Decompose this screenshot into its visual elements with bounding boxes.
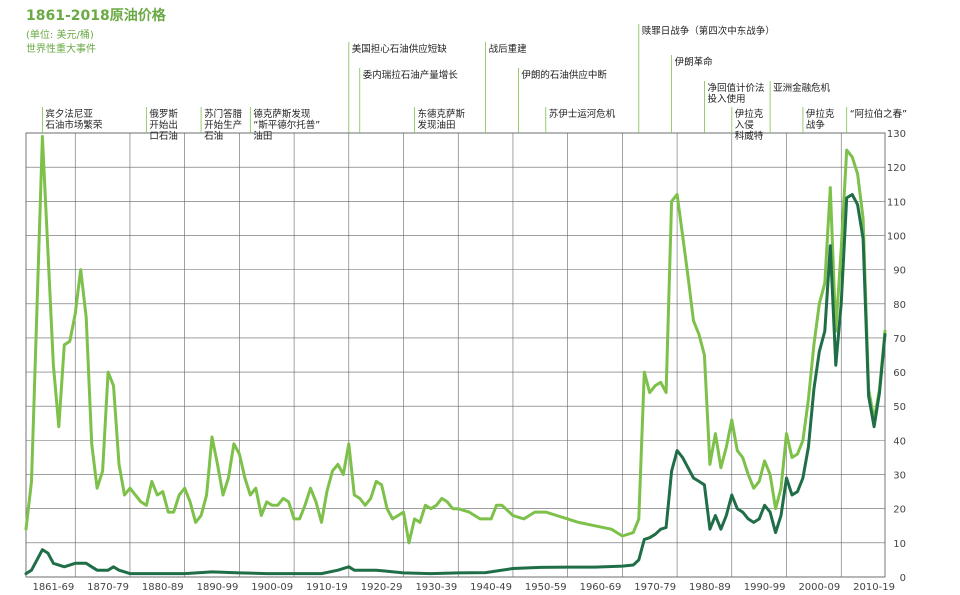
chart-title: 1861-2018原油价格 xyxy=(26,7,167,24)
y-tick-label: 70 xyxy=(893,334,906,345)
y-tick-label: 100 xyxy=(887,231,906,242)
y-tick-label: 30 xyxy=(893,471,906,482)
event-label: 口石油 xyxy=(149,130,178,142)
y-tick-label: 40 xyxy=(893,436,906,447)
series-line-1 xyxy=(24,134,887,545)
y-tick-label: 90 xyxy=(893,266,906,277)
event-label: 净回值计价法 xyxy=(707,82,764,94)
event-label: 德克萨斯发现 xyxy=(253,108,311,120)
event-label: “斯平德尔托普” xyxy=(253,119,320,131)
event-label: 石油 xyxy=(204,130,223,142)
event-label: 科威特 xyxy=(735,130,764,142)
event-label: 开始生产 xyxy=(204,119,242,131)
axis-labels: 0 10 20 30 40 50 60 70 80 90 100 110 120 130 1861-69 18… xyxy=(32,129,906,593)
event-label: 伊拉克 xyxy=(806,108,835,120)
y-tick-label: 50 xyxy=(893,402,906,413)
event-label: 油田 xyxy=(253,130,272,142)
x-tick-label: 2010-19 xyxy=(853,582,895,593)
event-label: “阿拉伯之春” xyxy=(850,108,907,120)
event-label: 入侵 xyxy=(735,119,755,131)
event-label: 战争 xyxy=(806,119,826,131)
y-tick-label: 0 xyxy=(900,573,906,584)
grid xyxy=(25,132,886,578)
y-tick-label: 10 xyxy=(893,539,906,550)
events-label: 世界性重大事件 xyxy=(26,42,96,55)
event-label: 伊拉克 xyxy=(735,108,764,120)
event-label: 委内瑞拉石油产量增长 xyxy=(363,69,459,81)
event-label: 美国担心石油供应短缺 xyxy=(352,43,448,55)
x-tick-label: 1910-19 xyxy=(306,582,348,593)
event-label: 赎罪日战争（第四次中东战争） xyxy=(642,25,775,37)
event-label: 投入使用 xyxy=(707,93,745,105)
event-label: 发现油田 xyxy=(417,119,455,131)
x-tick-label: 1950-59 xyxy=(525,582,567,593)
y-tick-label: 80 xyxy=(893,300,906,311)
unit-label: (单位: 美元/桶) xyxy=(26,28,94,41)
event-label: 苏门答腊 xyxy=(204,108,243,120)
x-tick-label: 1920-29 xyxy=(361,582,403,593)
series-line-2 xyxy=(24,193,887,576)
plot-frame xyxy=(25,132,886,578)
x-tick-label: 1940-49 xyxy=(470,582,512,593)
x-tick-label: 1980-89 xyxy=(689,582,731,593)
event-label: 苏伊士运河危机 xyxy=(549,108,616,120)
y-tick-label: 130 xyxy=(887,129,906,140)
event-label: 亚洲金融危机 xyxy=(773,82,831,94)
x-tick-label: 1970-79 xyxy=(634,582,676,593)
series-layer xyxy=(24,134,887,576)
y-tick-label: 20 xyxy=(893,505,906,516)
event-label: 宾夕法尼亚 xyxy=(45,108,93,120)
event-label: 伊朗革命 xyxy=(675,56,714,68)
x-tick-label: 1861-69 xyxy=(32,582,74,593)
x-tick-label: 1890-99 xyxy=(197,582,239,593)
y-tick-label: 60 xyxy=(893,368,906,379)
x-tick-label: 1900-09 xyxy=(251,582,293,593)
event-label: 伊朗的石油供应中断 xyxy=(521,69,607,81)
x-tick-label: 1960-69 xyxy=(580,582,622,593)
event-label: 俄罗斯 xyxy=(149,108,178,120)
x-tick-label: 1870-79 xyxy=(87,582,129,593)
event-label: 石油市场繁荣 xyxy=(45,119,103,131)
y-tick-label: 110 xyxy=(887,197,906,208)
y-tick-label: 120 xyxy=(887,163,906,174)
event-label: 东德克萨斯 xyxy=(417,108,465,120)
x-tick-label: 1930-39 xyxy=(415,582,457,593)
x-tick-label: 1990-99 xyxy=(744,582,786,593)
event-label: 战后重建 xyxy=(489,43,528,55)
x-tick-label: 1880-89 xyxy=(142,582,184,593)
event-label: 开始出 xyxy=(149,119,178,131)
x-tick-label: 2000-09 xyxy=(798,582,840,593)
